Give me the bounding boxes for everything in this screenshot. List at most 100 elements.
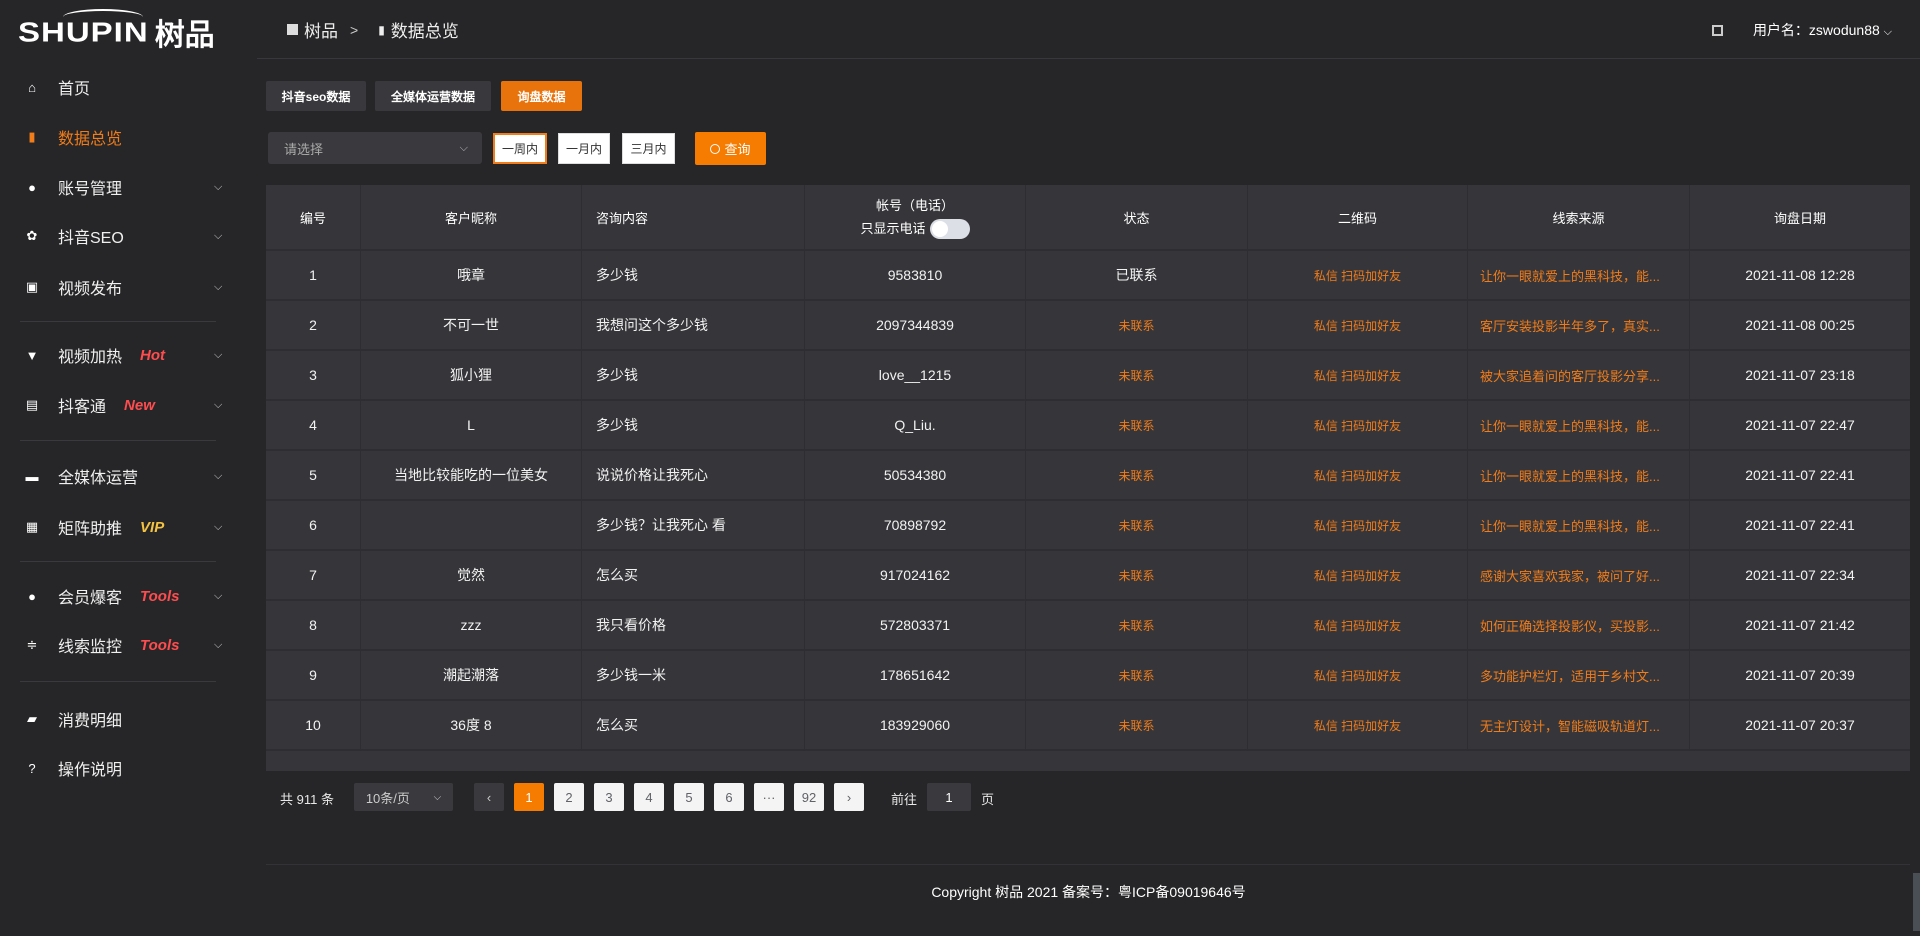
page-button[interactable]: 6 xyxy=(714,783,744,811)
sliders-icon: ≑ xyxy=(26,637,38,652)
sidebar-item-label: 抖客通 xyxy=(58,399,107,416)
top-bar: 树品 > ▮ 数据总览 用户名：zswodun88 ⌵ xyxy=(257,0,1920,59)
range-month-button[interactable]: 一月内 xyxy=(558,133,610,164)
sidebar-item-12[interactable]: ? 操作说明 xyxy=(0,746,257,790)
page-button[interactable]: 3 xyxy=(594,783,624,811)
cell-qrcode-actions[interactable]: 私信 扫码加好友 xyxy=(1248,401,1468,449)
header-account-label: 帐号（电话） xyxy=(875,197,954,213)
cell-source[interactable]: 多功能护栏灯，适用于乡村文... xyxy=(1468,651,1690,699)
table-row: 7 觉然 怎么买 917024162 未联系 私信 扫码加好友 感谢大家喜欢我家，被问了好.… xyxy=(266,551,1910,601)
cell-content: 多少钱？让我死心 看 xyxy=(582,501,805,549)
cell-content: 我只看价格 xyxy=(582,601,805,649)
inquiry-table: 编号 客户昵称 咨询内容 帐号（电话） 只显示电话 状态 二维码 线索来源 询盘… xyxy=(266,185,1910,771)
cell-status: 未联系 xyxy=(1026,551,1248,599)
cell-content: 怎么买 xyxy=(582,551,805,599)
cell-qrcode-actions[interactable]: 私信 扫码加好友 xyxy=(1248,451,1468,499)
cell-nickname: 36度 8 xyxy=(361,701,582,749)
cell-source[interactable]: 被大家追着问的客厅投影分享... xyxy=(1468,351,1690,399)
chevron-down-icon: ⌵ xyxy=(214,638,223,651)
chevron-down-icon: ⌵ xyxy=(214,280,223,293)
logo[interactable]: SHUPIN 树品 xyxy=(18,9,215,52)
cell-date: 2021-11-08 12:28 xyxy=(1745,267,1855,283)
search-icon xyxy=(710,143,721,154)
chevron-down-icon: ⌵ xyxy=(214,229,223,242)
user-menu[interactable]: 用户名：zswodun88 ⌵ xyxy=(1753,20,1892,40)
sidebar-item-0[interactable]: ⌂ 首页 xyxy=(0,65,257,109)
grid-icon: ▦ xyxy=(25,519,39,534)
tab-inquiry-data[interactable]: 询盘数据 xyxy=(501,81,582,111)
goto-label: 前往 xyxy=(891,792,918,807)
cell-source[interactable]: 客厅安装投影半年多了，真实... xyxy=(1468,301,1690,349)
cell-nickname: zzz xyxy=(361,601,582,649)
sidebar-divider xyxy=(20,440,216,441)
cell-source[interactable]: 让你一眼就爱上的黑科技，能... xyxy=(1468,501,1690,549)
sidebar-item-10[interactable]: ≑ 线索监控 Tools ⌵ xyxy=(0,623,257,667)
sidebar-item-6[interactable]: ▤ 抖客通 New ⌵ xyxy=(0,383,257,427)
sidebar-item-label: 视频发布 xyxy=(58,281,123,298)
cell-source[interactable]: 感谢大家喜欢我家，被问了好... xyxy=(1468,551,1690,599)
cell-qrcode-actions[interactable]: 私信 扫码加好友 xyxy=(1248,701,1468,749)
prev-page-button[interactable]: ‹ xyxy=(474,783,504,811)
page-button[interactable]: ··· xyxy=(754,783,784,811)
cell-qrcode-actions[interactable]: 私信 扫码加好友 xyxy=(1248,601,1468,649)
next-page-button[interactable]: › xyxy=(834,783,864,811)
fullscreen-icon[interactable] xyxy=(1711,24,1723,36)
cell-source[interactable]: 让你一眼就爱上的黑科技，能... xyxy=(1468,401,1690,449)
page-button[interactable]: 4 xyxy=(634,783,664,811)
range-week-button[interactable]: 一周内 xyxy=(493,133,547,164)
sidebar-item-9[interactable]: ● 会员爆客 Tools ⌵ xyxy=(0,574,257,618)
table-row: 8 zzz 我只看价格 572803371 未联系 私信 扫码加好友 如何正确选择投影仪，买… xyxy=(266,601,1910,651)
cell-qrcode-actions[interactable]: 私信 扫码加好友 xyxy=(1248,651,1468,699)
cell-nickname: 哦章 xyxy=(361,251,582,299)
desktop-icon: ▬ xyxy=(25,468,39,484)
cell-source[interactable]: 让你一眼就爱上的黑科技，能... xyxy=(1468,451,1690,499)
query-label: 查询 xyxy=(724,142,751,157)
sidebar-item-1[interactable]: ▮ 数据总览 xyxy=(0,115,257,159)
breadcrumb-root[interactable]: 树品 xyxy=(304,22,338,41)
camera-icon: ▣ xyxy=(25,279,39,294)
sidebar-item-8[interactable]: ▦ 矩阵助推 VIP ⌵ xyxy=(0,505,257,549)
cell-source[interactable]: 让你一眼就爱上的黑科技，能... xyxy=(1468,251,1690,299)
cell-content: 多少钱 xyxy=(582,251,805,299)
sidebar-item-7[interactable]: ▬ 全媒体运营 ⌵ xyxy=(0,454,257,498)
cell-source[interactable]: 无主灯设计，智能磁吸轨道灯... xyxy=(1468,701,1690,749)
cell-qrcode-actions[interactable]: 私信 扫码加好友 xyxy=(1248,551,1468,599)
page-button[interactable]: 1 xyxy=(514,783,544,811)
username: 用户名：zswodun88 xyxy=(1752,22,1880,38)
tab-all-media-data[interactable]: 全媒体运营数据 xyxy=(375,81,491,111)
source-select[interactable]: 请选择 ⌵ xyxy=(268,132,482,164)
cell-date: 2021-11-07 23:18 xyxy=(1745,367,1855,383)
cell-content: 多少钱 xyxy=(582,401,805,449)
page-size-select[interactable]: 10条/页 ⌵ xyxy=(354,783,453,811)
page-button[interactable]: 5 xyxy=(674,783,704,811)
page-button[interactable]: 92 xyxy=(794,783,824,811)
goto-page-input[interactable]: 1 xyxy=(927,783,971,811)
sidebar-item-4[interactable]: ▣ 视频发布 ⌵ xyxy=(0,265,257,309)
cell-nickname: 当地比较能吃的一位美女 xyxy=(361,451,582,499)
cell-status: 未联系 xyxy=(1026,501,1248,549)
cell-date: 2021-11-07 22:41 xyxy=(1745,467,1855,483)
cell-qrcode-actions[interactable]: 私信 扫码加好友 xyxy=(1248,351,1468,399)
select-placeholder: 请选择 xyxy=(284,141,324,157)
sidebar-item-2[interactable]: ● 账号管理 ⌵ xyxy=(0,165,257,209)
page-button[interactable]: 2 xyxy=(554,783,584,811)
cell-qrcode-actions[interactable]: 私信 扫码加好友 xyxy=(1248,251,1468,299)
scrollbar[interactable] xyxy=(1913,873,1920,931)
phone-only-toggle[interactable] xyxy=(929,219,970,240)
sidebar-item-11[interactable]: ▰ 消费明细 xyxy=(0,697,257,741)
breadcrumb-current: 数据总览 xyxy=(390,22,459,41)
sidebar-item-3[interactable]: ✿ 抖音SEO ⌵ xyxy=(0,214,257,258)
cell-qrcode-actions[interactable]: 私信 扫码加好友 xyxy=(1248,501,1468,549)
cell-nickname: 潮起潮落 xyxy=(361,651,582,699)
sidebar-item-5[interactable]: ▼ 视频加热 Hot ⌵ xyxy=(0,333,257,377)
footer-divider xyxy=(266,864,1910,865)
tab-douyin-seo-data[interactable]: 抖音seo数据 xyxy=(266,81,366,111)
cell-source[interactable]: 如何正确选择投影仪，买投影... xyxy=(1468,601,1690,649)
range-three-months-button[interactable]: 三月内 xyxy=(622,133,675,164)
query-button[interactable]: 查询 xyxy=(695,132,766,165)
cell-qrcode-actions[interactable]: 私信 扫码加好友 xyxy=(1248,301,1468,349)
cell-id: 5 xyxy=(266,451,361,499)
sidebar-item-label: 操作说明 xyxy=(58,762,123,779)
header-qrcode: 二维码 xyxy=(1248,185,1468,249)
home-icon: ⌂ xyxy=(28,79,36,95)
